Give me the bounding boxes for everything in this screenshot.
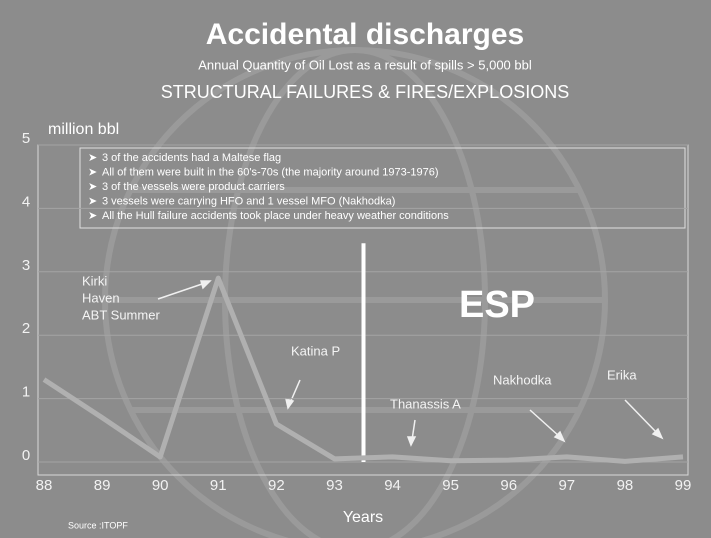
y-tick-label: 0: [22, 447, 30, 464]
x-tick-label: 93: [326, 477, 343, 494]
x-tick-label: 94: [384, 477, 401, 494]
x-tick-label: 91: [210, 477, 227, 494]
annotation: Nakhodka: [493, 372, 552, 387]
x-tick-label: 89: [94, 477, 111, 494]
annotation: ABT Summer: [82, 307, 160, 322]
x-tick-label: 92: [268, 477, 285, 494]
bullet-text: 3 of the accidents had a Maltese flag: [102, 152, 281, 164]
annotation: Thanassis A: [390, 396, 461, 411]
bullet-text: All the Hull failure accidents took plac…: [102, 210, 449, 222]
y-tick-label: 4: [22, 193, 30, 210]
bullet-text: 3 of the vessels were product carriers: [102, 181, 285, 193]
annotation: Erika: [607, 367, 637, 382]
x-tick-label: 88: [36, 477, 53, 494]
bullet-marker: ➤: [88, 210, 97, 222]
x-tick-label: 96: [500, 477, 517, 494]
y-tick-label: 1: [22, 384, 30, 401]
source: Source :ITOPF: [68, 520, 128, 530]
bullet-marker: ➤: [88, 166, 97, 178]
x-tick-label: 97: [558, 477, 575, 494]
bullet-marker: ➤: [88, 152, 97, 164]
bullet-marker: ➤: [88, 181, 97, 193]
bullet-text: 3 vessels were carrying HFO and 1 vessel…: [102, 195, 395, 207]
bullet-box: [79, 147, 686, 229]
annotation: Haven: [82, 290, 120, 305]
y-tick-label: 5: [22, 130, 30, 147]
bullets: ➤ 3 of the accidents had a Maltese flag ➤ A…: [88, 152, 449, 222]
x-tick-label: 99: [675, 477, 692, 494]
x-axis-label: Years: [343, 509, 383, 526]
x-tick-label: 95: [442, 477, 459, 494]
x-tick-label: 98: [617, 477, 634, 494]
annotation: Katina P: [291, 343, 340, 358]
bullet-marker: ➤: [88, 195, 97, 207]
arrows: [157, 280, 664, 447]
subtitle: Annual Quantity of Oil Lost as a result …: [198, 57, 532, 72]
chart-title: Accidental discharges: [206, 18, 524, 51]
y-axis-label: million bbl: [48, 121, 119, 138]
y-tick-label: 2: [22, 320, 30, 337]
y-tick-label: 3: [22, 257, 30, 274]
x-tick-label: 90: [152, 477, 169, 494]
data-line: [42, 275, 684, 464]
annotation: Kirki: [82, 273, 107, 288]
bullet-text: All of them were built in the 60's-70s (…: [102, 166, 439, 178]
divider-label: ESP: [459, 284, 535, 326]
subtitle2: STRUCTURAL FAILURES & FIRES/EXPLOSIONS: [161, 82, 569, 102]
